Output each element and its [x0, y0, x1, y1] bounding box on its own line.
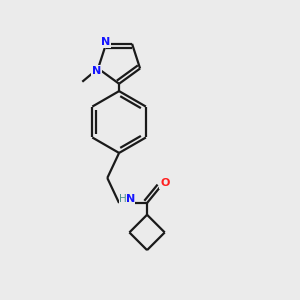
Text: N: N [92, 66, 101, 76]
Text: O: O [160, 178, 169, 188]
Text: N: N [126, 194, 135, 205]
Text: N: N [101, 37, 111, 47]
Text: H: H [119, 194, 127, 205]
